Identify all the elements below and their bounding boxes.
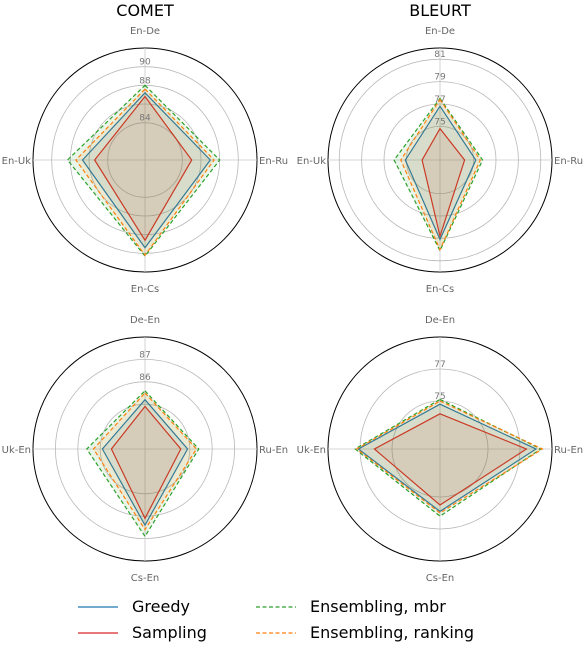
axis-label: De-En [425, 315, 455, 326]
ring-tick-label: 75 [434, 392, 445, 402]
axis-label: Uk-En [297, 445, 326, 456]
ring-tick-label: 90 [139, 58, 151, 68]
grid-ring [88, 103, 202, 217]
grid-ring [99, 403, 191, 495]
axis-label: Cs-En [426, 573, 454, 584]
grid-ring [51, 66, 239, 254]
series-polygon-1 [404, 105, 477, 241]
series-polygon-4 [75, 88, 215, 257]
legend-item-1: Greedy [78, 597, 190, 616]
axis-label: Ru-En [259, 445, 288, 456]
grid-ring [359, 368, 521, 530]
chart-title: COMET [116, 1, 174, 20]
ring-tick-label: 77 [434, 95, 445, 105]
axis-label: En-Uk [297, 156, 327, 167]
series-polygon-1 [357, 403, 538, 513]
grid-ring [338, 58, 542, 262]
radar-chart-2: 75 77 79 81 En-De En-Ru En-Cs En-Uk BLEURT [297, 1, 583, 295]
radar-chart-4: 75 77 De-En Ru-En Cs-En Uk-En [297, 315, 583, 584]
series-polygon-3 [86, 389, 200, 538]
axis-label: En-Cs [131, 284, 159, 295]
legend-item-2: Sampling [78, 623, 207, 642]
axis-label: En-Ru [259, 156, 288, 167]
ring-tick-label: 77 [434, 360, 445, 370]
chart-title: BLEURT [409, 1, 471, 20]
legend-item-4: Ensembling, ranking [256, 623, 474, 642]
series-polygon-4 [92, 392, 198, 531]
axis-label: En-De [130, 26, 160, 37]
ring-tick-label: 88 [139, 76, 151, 86]
series-polygon-2 [421, 127, 466, 239]
legend: Greedy Sampling Ensembling, mbr Ensembling,… [78, 597, 474, 642]
legend-item-3: Ensembling, mbr [256, 597, 446, 616]
grid-ring [383, 103, 497, 217]
legend-label: Sampling [132, 623, 207, 642]
axis-label: De-En [130, 315, 160, 326]
ring-tick-label: 87 [139, 350, 150, 360]
axis-label: En-Cs [426, 284, 454, 295]
series-polygon-4 [355, 400, 544, 514]
series-polygon-1 [81, 91, 212, 249]
radar-chart-3: 86 87 De-En Ru-En Cs-En Uk-En [2, 315, 288, 584]
axis-label: Uk-En [2, 445, 31, 456]
ring-tick-label: 79 [434, 73, 446, 83]
series-polygon-2 [373, 413, 528, 506]
series-polygon-2 [93, 95, 193, 242]
series-polygon-4 [400, 98, 481, 252]
grid-ring [107, 122, 183, 198]
radar-charts: 84 88 90 En-De En-Ru En-Cs En-Uk COMET 75 77 79 81 E… [2, 1, 583, 584]
axis-label: En-Uk [2, 156, 32, 167]
grid-ring [77, 381, 213, 517]
grid-ring [405, 126, 474, 194]
legend-label: Greedy [132, 597, 190, 616]
series-polygon-2 [110, 405, 182, 520]
legend-label: Ensembling, mbr [310, 597, 446, 616]
axis-label: En-Ru [554, 156, 583, 167]
ring-tick-label: 75 [434, 117, 445, 127]
axis-label: En-De [425, 26, 455, 37]
radar-chart-1: 84 88 90 En-De En-Ru En-Cs En-Uk COMET [2, 1, 288, 295]
grid-ring [55, 358, 235, 539]
legend-label: Ensembling, ranking [310, 623, 474, 642]
ring-tick-label: 81 [434, 50, 445, 60]
ring-tick-label: 84 [139, 114, 151, 124]
axis-label: Cs-En [131, 573, 159, 584]
ring-tick-label: 86 [139, 373, 151, 383]
series-polygon-3 [66, 84, 221, 258]
axis-label: Ru-En [554, 445, 583, 456]
series-polygon-3 [393, 97, 484, 253]
